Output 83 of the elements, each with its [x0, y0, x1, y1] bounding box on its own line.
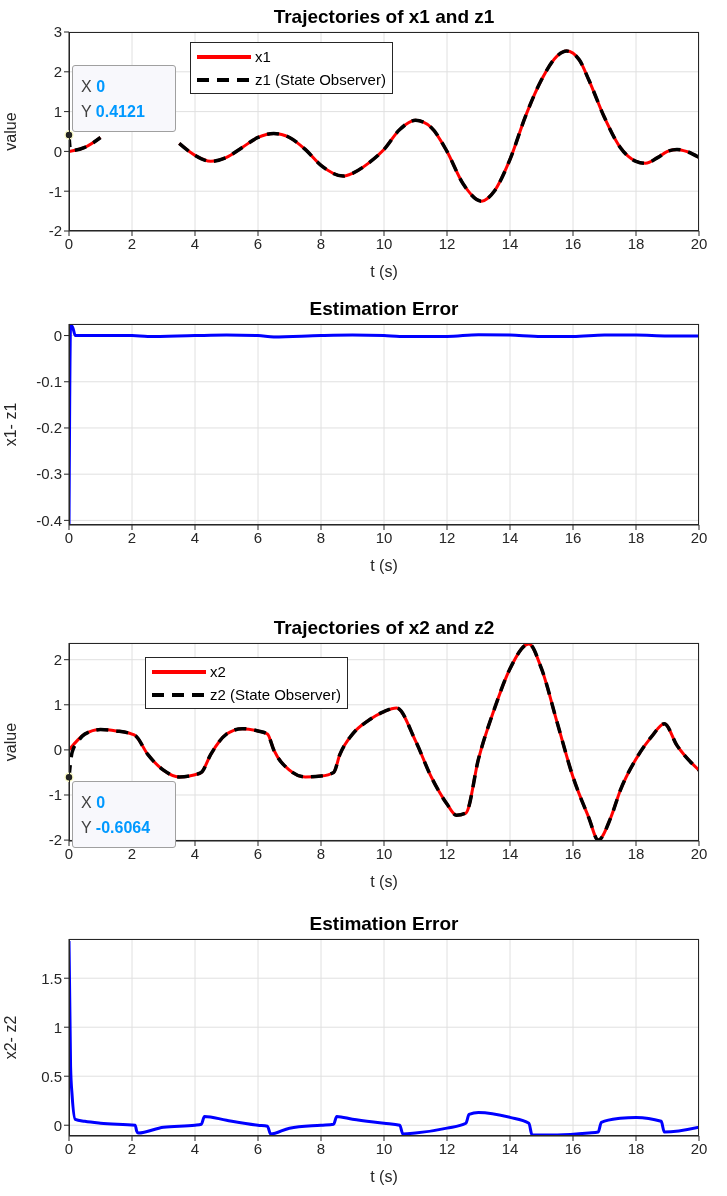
x-tick-label: 20 — [690, 844, 708, 862]
y-tick-label: 1 — [53, 696, 62, 714]
legend-label: x1 — [255, 48, 271, 65]
y-tick-label: -0.1 — [36, 373, 62, 391]
y-tick-label: 0 — [53, 142, 62, 160]
chart-title: Trajectories of x1 and z1 — [272, 6, 496, 28]
datatip-box: X 0 Y 0.4121 — [72, 65, 176, 132]
y-tick-label: -0.4 — [36, 511, 62, 529]
x-tick-label: 10 — [375, 844, 393, 862]
x-tick-label: 2 — [127, 1139, 137, 1157]
x-axis-title: t (s) — [370, 873, 398, 890]
x-tick-label: 8 — [316, 1139, 326, 1157]
x-tick-label: 6 — [253, 1139, 263, 1157]
y-tick-label: -0.3 — [36, 465, 62, 483]
y-axis-title: x1- z1 — [1, 402, 19, 447]
x-tick-label: 20 — [690, 528, 708, 546]
x-tick-label: 10 — [375, 528, 393, 546]
y-axis-title: value — [1, 722, 19, 762]
y-tick-label: 2 — [53, 651, 62, 669]
x-tick-label: 8 — [316, 528, 326, 546]
x-tick-label: 14 — [501, 234, 519, 252]
y-axis-title: value — [1, 112, 19, 151]
x-tick-label: 0 — [64, 844, 74, 862]
y-tick-label: -2 — [48, 222, 62, 240]
x-axis-title: t (s) — [370, 1168, 398, 1185]
x-tick-label: 20 — [690, 1139, 708, 1157]
x-tick-label: 18 — [627, 528, 645, 546]
x-tick-label: 12 — [438, 528, 456, 546]
x-tick-label: 4 — [190, 844, 200, 862]
x-tick-label: 12 — [438, 1139, 456, 1157]
x-tick-label: 6 — [253, 234, 263, 252]
x-tick-label: 18 — [627, 1139, 645, 1157]
x-tick-label: 6 — [253, 528, 263, 546]
x-tick-label: 12 — [438, 234, 456, 252]
x-tick-label: 0 — [64, 528, 74, 546]
x-tick-label: 0 — [64, 1139, 74, 1157]
y-tick-label: 1 — [53, 1018, 62, 1036]
chart-title: Trajectories of x2 and z2 — [272, 617, 496, 639]
x-tick-label: 10 — [375, 1139, 393, 1157]
y-tick-label: 0 — [53, 1116, 62, 1134]
x-tick-label: 4 — [190, 234, 200, 252]
datatip-box: X 0 Y -0.6064 — [72, 781, 176, 849]
x-tick-label: 18 — [627, 234, 645, 252]
y-tick-label: 0 — [53, 326, 62, 344]
y-tick-label: -0.2 — [36, 419, 62, 437]
y-tick-label: -2 — [48, 831, 62, 849]
y-tick-label: -1 — [48, 182, 62, 200]
y-axis-title: x2- z2 — [1, 1015, 19, 1060]
x-tick-label: 2 — [127, 234, 137, 252]
x-tick-label: 12 — [438, 844, 456, 862]
chart-title: Estimation Error — [308, 913, 460, 935]
legend-label: z1 (State Observer) — [255, 71, 386, 88]
chart-title: Estimation Error — [308, 298, 460, 320]
x-tick-label: 10 — [375, 234, 393, 252]
y-tick-label: 1 — [53, 102, 62, 120]
y-tick-label: 0 — [53, 741, 62, 759]
y-tick-label: -1 — [48, 786, 62, 804]
x-tick-label: 16 — [564, 844, 582, 862]
y-tick-label: 0.5 — [41, 1067, 62, 1085]
x-tick-label: 0 — [64, 234, 74, 252]
x-tick-label: 18 — [627, 844, 645, 862]
legend-label: z2 (State Observer) — [210, 686, 341, 703]
x-tick-label: 16 — [564, 234, 582, 252]
annotation: X 0 Y -0.6064 — [81, 794, 151, 837]
legend-label: x2 — [210, 663, 226, 680]
x-tick-label: 2 — [127, 528, 137, 546]
annotation: X 0 Y 0.4121 — [81, 77, 145, 120]
y-tick-label: 2 — [53, 63, 62, 81]
x-tick-label: 20 — [690, 234, 708, 252]
x-tick-label: 14 — [501, 528, 519, 546]
x-axis-title: t (s) — [370, 263, 398, 280]
x-tick-label: 4 — [190, 1139, 200, 1157]
x-tick-label: 8 — [316, 844, 326, 862]
x-tick-label: 14 — [501, 1139, 519, 1157]
x-tick-label: 6 — [253, 844, 263, 862]
y-tick-label: 3 — [53, 23, 62, 41]
x-tick-label: 16 — [564, 528, 582, 546]
x-tick-label: 14 — [501, 844, 519, 862]
x-tick-label: 8 — [316, 234, 326, 252]
x-tick-label: 4 — [190, 528, 200, 546]
y-tick-label: 1.5 — [41, 969, 62, 987]
x-tick-label: 16 — [564, 1139, 582, 1157]
x-axis-title: t (s) — [370, 557, 398, 574]
